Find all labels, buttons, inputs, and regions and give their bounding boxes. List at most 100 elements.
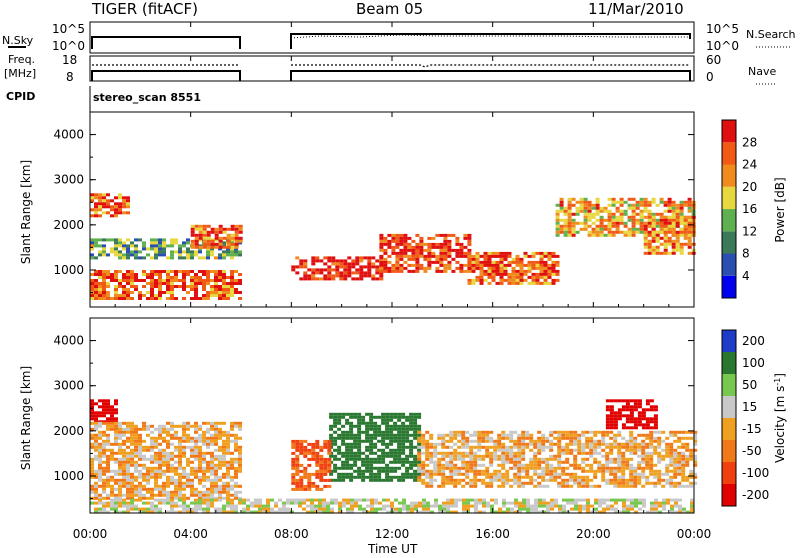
velocity-cell	[102, 478, 106, 482]
power-cell	[331, 274, 336, 278]
velocity-cell	[597, 463, 602, 467]
velocity-cell	[653, 426, 658, 430]
velocity-cell	[373, 436, 378, 440]
power-cell	[447, 233, 452, 237]
velocity-cell	[90, 408, 94, 412]
velocity-cell	[546, 501, 550, 505]
power-cell	[174, 270, 178, 273]
velocity-cell	[433, 469, 438, 473]
velocity-cell	[381, 460, 386, 464]
velocity-cell	[690, 510, 694, 514]
velocity-cell	[345, 475, 350, 479]
velocity-cell	[238, 498, 242, 502]
velocity-cell	[327, 466, 332, 470]
velocity-cell	[621, 484, 626, 488]
velocity-cell	[429, 445, 434, 449]
power-cell	[659, 224, 664, 228]
power-cell	[154, 241, 158, 245]
power-cell	[226, 276, 230, 279]
power-cell	[146, 297, 150, 300]
velocity-cell	[397, 451, 402, 455]
power-cell	[575, 206, 580, 210]
velocity-cell	[162, 481, 166, 485]
velocity-cell	[146, 487, 150, 491]
power-cell	[567, 227, 572, 231]
velocity-cell	[545, 445, 550, 449]
velocity-cell	[457, 481, 462, 485]
power-cell	[651, 239, 656, 243]
power-cell	[435, 254, 440, 258]
power-cell	[102, 294, 106, 297]
velocity-cell	[381, 466, 386, 470]
velocity-cell	[349, 475, 354, 479]
velocity-cell	[685, 430, 690, 434]
power-cell	[102, 205, 106, 209]
velocity-cell	[513, 463, 518, 467]
velocity-cell	[210, 472, 214, 476]
power-cell	[162, 253, 166, 257]
power-cell	[198, 245, 203, 249]
power-cell	[663, 209, 668, 213]
velocity-cell	[441, 469, 446, 473]
velocity-cell	[449, 433, 454, 437]
power-cell	[98, 270, 102, 273]
power-cell	[555, 254, 560, 258]
power-cell	[471, 257, 476, 261]
velocity-cell	[90, 472, 94, 476]
velocity-cell	[166, 454, 170, 458]
velocity-cell	[291, 439, 296, 443]
power-cell	[411, 251, 416, 255]
velocity-cell	[577, 439, 582, 443]
power-cell	[647, 203, 652, 207]
velocity-cell	[218, 427, 222, 431]
power-cell	[491, 260, 496, 264]
power-cell	[667, 221, 672, 225]
velocity-cell	[214, 424, 218, 428]
velocity-cell	[405, 445, 410, 449]
velocity-cell	[465, 469, 470, 473]
velocity-cell	[585, 451, 590, 455]
velocity-cell	[601, 448, 606, 452]
velocity-cell	[369, 478, 374, 482]
power-cell	[162, 279, 166, 282]
power-cell	[459, 242, 464, 246]
velocity-cell	[450, 498, 454, 502]
velocity-cell	[126, 460, 130, 464]
velocity-cell	[654, 510, 658, 514]
velocity-cell	[190, 478, 194, 482]
velocity-cell	[489, 481, 494, 485]
velocity-cell	[206, 466, 210, 470]
velocity-cell	[562, 504, 566, 508]
velocity-cell	[198, 427, 202, 431]
velocity-cell	[426, 510, 430, 514]
velocity-cell	[453, 451, 458, 455]
power-cell	[571, 224, 576, 228]
power-cell	[311, 262, 316, 266]
velocity-cell	[349, 451, 354, 455]
velocity-cell	[657, 457, 662, 461]
velocity-cell	[489, 445, 494, 449]
velocity-cell	[589, 436, 594, 440]
power-cell	[647, 230, 652, 234]
power-cell	[170, 285, 174, 288]
colorbar-swatch	[722, 120, 736, 143]
velocity-cell	[206, 501, 210, 505]
velocity-cell	[597, 460, 602, 464]
velocity-cell	[669, 460, 674, 464]
velocity-cell	[106, 405, 110, 409]
velocity-cell	[670, 510, 674, 514]
power-cell	[94, 244, 98, 248]
velocity-cell	[337, 466, 342, 470]
velocity-cell	[150, 504, 154, 508]
velocity-cell	[146, 457, 150, 461]
velocity-cell	[585, 436, 590, 440]
power-cell	[339, 271, 344, 275]
power-cell	[110, 238, 114, 242]
velocity-cell	[658, 510, 662, 514]
velocity-cell	[593, 469, 598, 473]
power-cell	[543, 266, 548, 270]
velocity-cell	[327, 442, 332, 446]
velocity-cell	[303, 451, 308, 455]
velocity-cell	[319, 472, 324, 476]
power-cell	[519, 278, 524, 282]
